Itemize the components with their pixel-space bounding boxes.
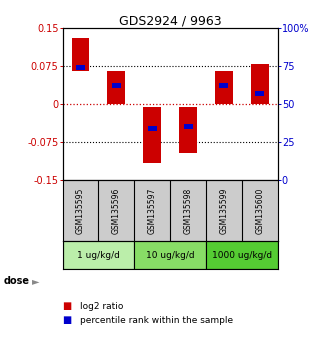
Bar <box>108 72 125 104</box>
Text: log2 ratio: log2 ratio <box>80 302 124 311</box>
Title: GDS2924 / 9963: GDS2924 / 9963 <box>119 14 221 27</box>
Text: 10 ug/kg/d: 10 ug/kg/d <box>146 251 195 260</box>
Bar <box>143 107 161 163</box>
Bar <box>63 241 134 269</box>
Bar <box>134 241 206 269</box>
Text: GSM135599: GSM135599 <box>219 188 229 234</box>
Bar <box>184 124 193 129</box>
Text: GSM135596: GSM135596 <box>112 188 121 234</box>
Text: ►: ► <box>32 276 39 286</box>
Bar <box>148 126 157 131</box>
Bar <box>215 72 233 104</box>
Bar <box>255 91 264 96</box>
Text: GSM135597: GSM135597 <box>148 188 157 234</box>
Text: ■: ■ <box>63 301 72 311</box>
Bar <box>251 64 269 104</box>
Bar <box>72 39 90 72</box>
Text: percentile rank within the sample: percentile rank within the sample <box>80 316 233 325</box>
Bar <box>112 82 121 88</box>
Bar <box>76 65 85 70</box>
Text: dose: dose <box>3 276 29 286</box>
Bar <box>220 82 228 88</box>
Text: GSM135598: GSM135598 <box>184 188 193 234</box>
Text: GSM135600: GSM135600 <box>255 188 264 234</box>
Text: ■: ■ <box>63 315 72 325</box>
Bar <box>206 241 278 269</box>
Text: 1000 ug/kg/d: 1000 ug/kg/d <box>212 251 272 260</box>
Text: 1 ug/kg/d: 1 ug/kg/d <box>77 251 120 260</box>
Text: GSM135595: GSM135595 <box>76 188 85 234</box>
Bar <box>179 107 197 153</box>
